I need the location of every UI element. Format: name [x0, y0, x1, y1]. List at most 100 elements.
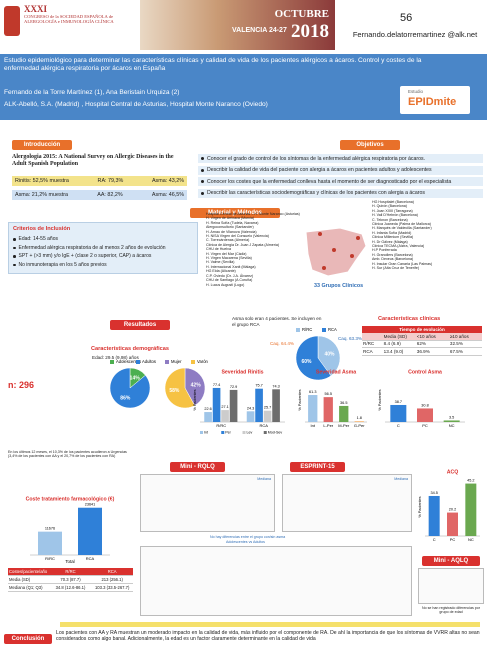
x-tick-label: NC: [449, 423, 455, 428]
x-tick-label: NC: [468, 537, 474, 542]
table-cell: 34.8 (12.6-86.1): [55, 585, 86, 590]
hospital: H. Marqués de Valdecilla (Santander): [372, 226, 432, 231]
value-label: 22.6: [204, 407, 211, 411]
value-label: 24.3: [247, 406, 254, 410]
mini-aqlq-heading: Mini - AQLQ: [422, 556, 480, 566]
objective-text: Describir la calidad de vida del pacient…: [207, 167, 432, 173]
bar: [255, 388, 263, 422]
email: Fernando.delatorremartinez @alk.net: [352, 30, 478, 39]
table-cell: Media (SD): [9, 577, 31, 582]
legend-label: R/RC: [302, 327, 312, 332]
conclusion-text: Los pacientes con AA y RA muestran un mo…: [56, 630, 480, 643]
value-label: 75.7: [255, 384, 262, 388]
value-label: 77.4: [213, 383, 220, 387]
intro-cell: AA: 82,2%: [97, 192, 123, 198]
x-tick-label: R/RC: [216, 423, 226, 428]
x-tick-label: C: [433, 537, 436, 542]
sample-size: n: 296: [8, 380, 35, 390]
legend-swatch: [322, 328, 326, 332]
slice-label: 60%: [301, 359, 312, 365]
axis-label: % Pacientes: [418, 496, 422, 517]
map-shape: [305, 227, 367, 277]
intro-heading: Introducción: [12, 140, 72, 150]
criterion-text: Edad: 14-55 años: [18, 236, 58, 242]
month: OCTUBRE: [274, 8, 329, 20]
bullet: [13, 246, 16, 249]
evolution-table: Tiempo de evolución Media (SD) <10 años ≥10…: [362, 326, 482, 356]
objectives-list: Conocer el grado de control de los sínto…: [198, 154, 483, 200]
bar: [229, 389, 238, 422]
hospital: H. Virgen del Mar (Cádiz): [206, 251, 247, 256]
legend-label: Adolescentes: [116, 359, 141, 364]
qol-age: Adolescentes vs Adultos: [226, 540, 265, 544]
map-pin: [332, 248, 336, 252]
criterion: SPT + (>3 mm) y/o IgE + (clase 2 o super…: [13, 252, 195, 261]
objective-text: Describir las características sociodemog…: [207, 190, 425, 196]
age-plot: [140, 546, 412, 616]
edition: XXXI: [24, 4, 48, 14]
value-label: 74.3: [272, 384, 279, 388]
table-row: Media (SD) <10 años ≥10 años: [362, 333, 482, 341]
objective-text: Conocer el grado de control de los sínto…: [207, 155, 425, 162]
table-cell: 213 (256.1): [101, 577, 123, 582]
value-label: 61.3: [309, 390, 316, 394]
bar: [263, 410, 272, 422]
logo-box: Estudio EPIDmite: [400, 86, 470, 114]
banner: OCTUBRE VALENCIA 24-27 2018: [140, 0, 335, 50]
table-row: Costes/paciente/año R/RC RCA: [8, 568, 133, 576]
hospital: HG Hospitalet (Barcelona): [372, 200, 414, 204]
poster-number: 56: [400, 12, 413, 24]
qol-note: No hay diferencias entre el grupo con/si…: [210, 535, 286, 539]
er-note: En los últimos 12 meses, el 10,3% de los…: [8, 450, 127, 459]
value-label: 23641: [85, 503, 96, 507]
mini-rqlq-heading: Mini - RQLQ: [170, 462, 225, 472]
x-tick-label: PC: [422, 423, 428, 428]
bar: [272, 389, 280, 422]
criteria-box: Criterios de Inclusión Edad: 14-55 años E…: [8, 222, 198, 274]
hospital: CHU de Santiago (A Coruña): [206, 278, 253, 283]
affiliations: ALK-Abelló, S.A. (Madrid) , Hospital Cen…: [4, 101, 268, 108]
pie-slice: [164, 367, 195, 409]
table-cell: Mediana (Q1; Q3): [9, 585, 43, 590]
logo-prefix: Estudio: [408, 89, 424, 94]
hospital: H. Arnau de Vilanova (Valencia): [206, 229, 257, 234]
table-cell: RCA: [107, 569, 117, 574]
city: VALENCIA 24-27: [232, 27, 287, 34]
esprint-plot: Mediana: [282, 474, 412, 532]
bar: [390, 404, 407, 422]
value-label: 36.5: [340, 401, 347, 405]
bar: [339, 405, 349, 422]
map-pin: [322, 266, 326, 270]
x-tick-label: Int: [311, 423, 316, 428]
bullet: [201, 168, 204, 172]
legend-label: Lev: [247, 430, 253, 434]
legend-label: Per: [225, 430, 231, 434]
value-label: 1.8: [357, 416, 362, 420]
logo-name: EPIDmite: [408, 96, 457, 108]
value-label: 30.8: [421, 403, 428, 407]
age: Edad: 29.5 (9.98) años: [92, 355, 139, 360]
table-cell: Media (SD): [383, 333, 407, 339]
congress-logo: [4, 6, 20, 36]
legend-swatch: [200, 431, 203, 434]
legend-label: Adultos: [142, 359, 156, 364]
legend-swatch: [191, 360, 195, 364]
hospital: H. Valme (Sevilla): [206, 260, 235, 265]
bullet: [13, 255, 16, 258]
value-label: 72.9: [230, 385, 237, 389]
bullet: [201, 180, 204, 183]
table-cell: Costes/paciente/año: [9, 569, 48, 574]
x-tick-label: M-Per: [338, 423, 350, 428]
clinical-title: Características clínicas: [378, 316, 441, 322]
axis-label: % Pacientes: [298, 389, 302, 410]
bullet: [13, 238, 16, 241]
bar: [428, 495, 440, 536]
table-cell: 67.5%: [449, 348, 463, 354]
cost-table: Costes/paciente/año R/RC RCA Media (SD) 70.3…: [8, 568, 133, 592]
methods-heading: Material y Métodos: [190, 208, 280, 218]
hospital: Hospital Central de Asturias – H. Monte …: [206, 212, 300, 216]
bar: [212, 387, 221, 422]
legend-swatch: [296, 328, 300, 332]
objectives-heading: Objetivos: [340, 140, 400, 150]
